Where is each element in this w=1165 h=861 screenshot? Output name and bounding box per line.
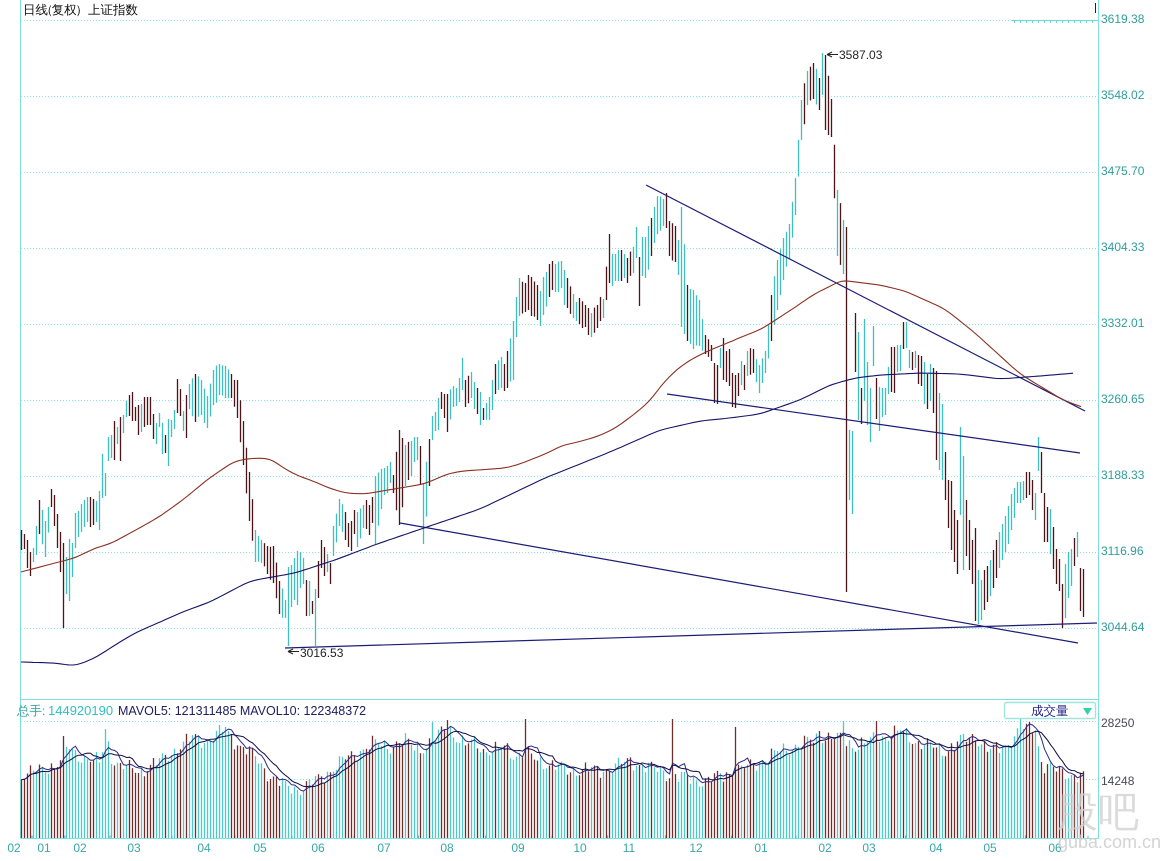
svg-text:10: 10 [573,841,587,855]
svg-text:3016.53: 3016.53 [300,646,344,660]
svg-text:03: 03 [862,841,876,855]
svg-text:11: 11 [623,841,636,855]
svg-text:3619.38: 3619.38 [1101,12,1145,26]
svg-text:08: 08 [440,841,454,855]
svg-text:3260.65: 3260.65 [1101,392,1145,406]
svg-text:02: 02 [73,841,87,855]
svg-text:3332.01: 3332.01 [1101,316,1145,330]
svg-text:04: 04 [929,841,943,855]
svg-text:09: 09 [511,841,525,855]
svg-text:02: 02 [7,841,21,855]
svg-text:02: 02 [818,841,832,855]
svg-text:3475.70: 3475.70 [1101,164,1145,178]
svg-text:guba.com.cn: guba.com.cn [1058,832,1161,852]
svg-text:3116.96: 3116.96 [1101,544,1144,558]
svg-text:04: 04 [197,841,211,855]
svg-text:3044.64: 3044.64 [1101,620,1145,634]
svg-text:06: 06 [311,841,325,855]
svg-text:144920190: 144920190 [48,703,113,718]
svg-text:3188.33: 3188.33 [1101,468,1145,482]
svg-text:28250: 28250 [1101,716,1135,730]
svg-text:3404.33: 3404.33 [1101,240,1145,254]
svg-text:12: 12 [689,841,703,855]
svg-text::: : [42,704,45,718]
svg-text:3548.02: 3548.02 [1101,88,1145,102]
svg-text:MAVOL5: 121311485 MAVOL10: 122: MAVOL5: 121311485 MAVOL10: 122348372 [118,704,366,718]
svg-text:14248: 14248 [1101,774,1135,788]
svg-text:06: 06 [1048,841,1062,855]
svg-text:05: 05 [253,841,267,855]
svg-text:03: 03 [127,841,141,855]
svg-text:01: 01 [37,841,51,855]
svg-text:07: 07 [377,841,391,855]
svg-text:3587.03: 3587.03 [839,48,883,62]
svg-text:01: 01 [754,841,768,855]
svg-text:05: 05 [983,841,997,855]
